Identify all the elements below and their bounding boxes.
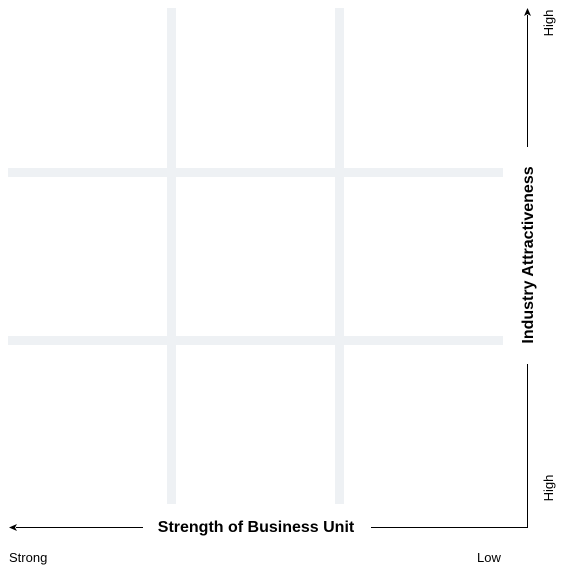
grid-vertical-line-2 — [335, 8, 344, 504]
grid-horizontal-line-1 — [8, 168, 503, 177]
y-axis-top-label: High — [541, 9, 556, 37]
x-axis-right-label: Low — [477, 550, 501, 565]
grid-vertical-line-1 — [167, 8, 176, 504]
x-axis-title: Strength of Business Unit — [157, 519, 355, 536]
grid-horizontal-line-2 — [8, 336, 503, 345]
x-axis-arrowhead-left-icon — [9, 524, 17, 531]
x-axis-left-label: Strong — [9, 550, 48, 565]
y-axis-title: Industry Attractiveness — [520, 166, 537, 344]
y-axis-bottom-label: High — [541, 474, 556, 502]
y-axis-arrowhead-up-icon — [524, 8, 531, 16]
